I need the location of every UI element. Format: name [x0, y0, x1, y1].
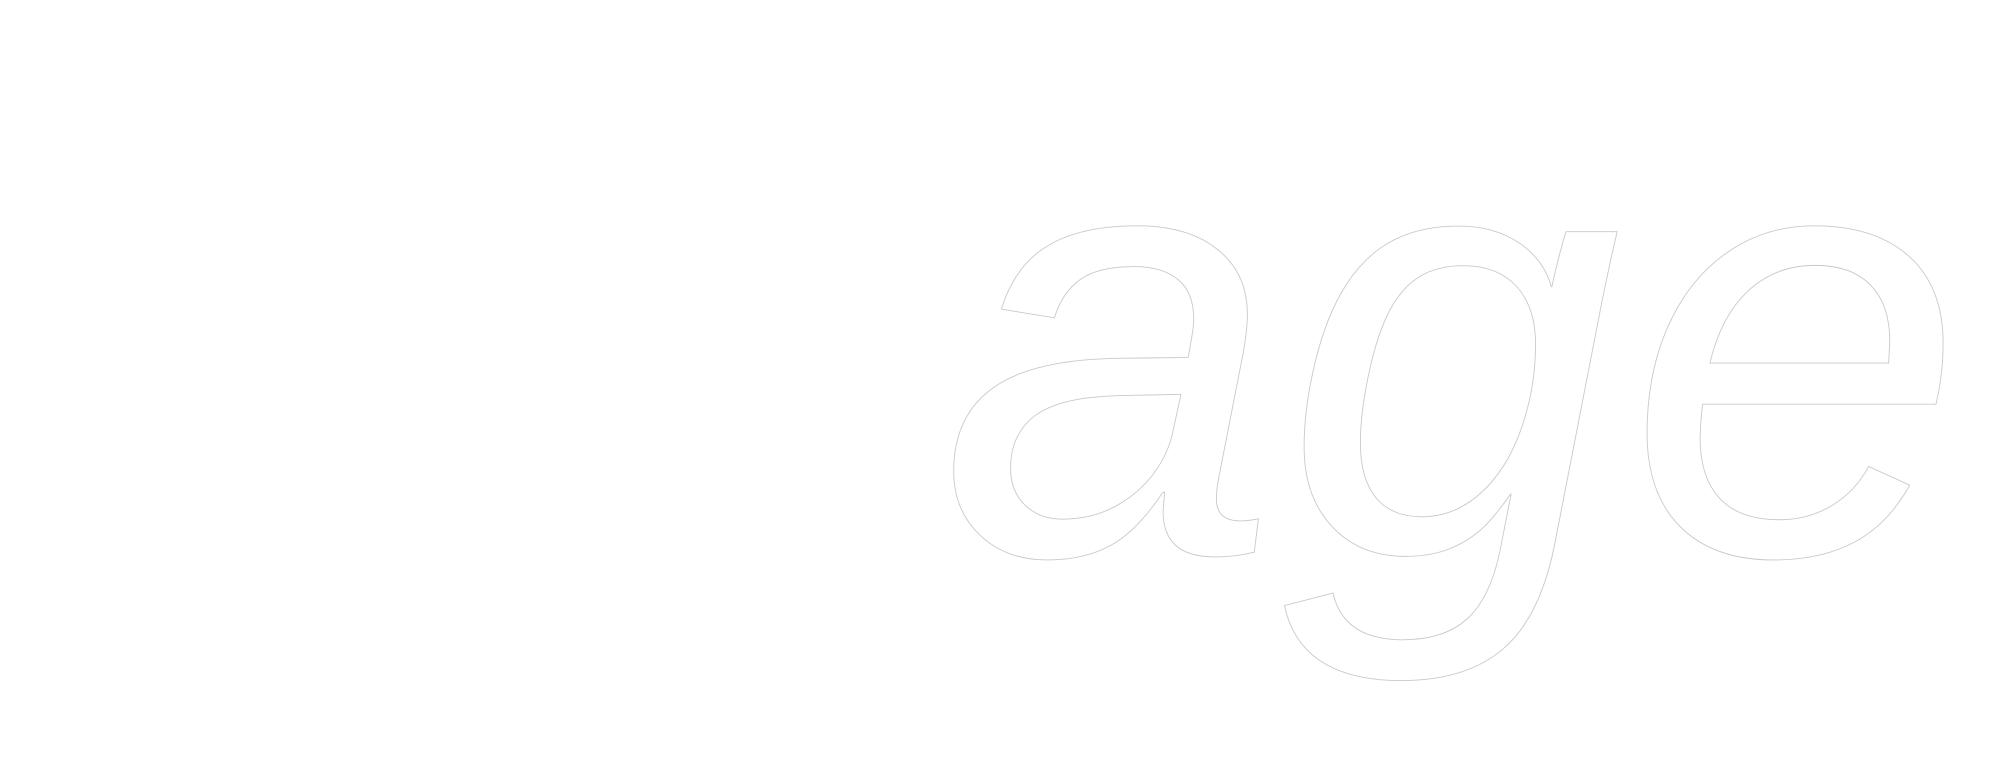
outlined-word-svg: age	[940, 76, 1970, 688]
outlined-word-graphic: age	[940, 76, 2004, 759]
word-age-text: age	[940, 76, 1970, 687]
